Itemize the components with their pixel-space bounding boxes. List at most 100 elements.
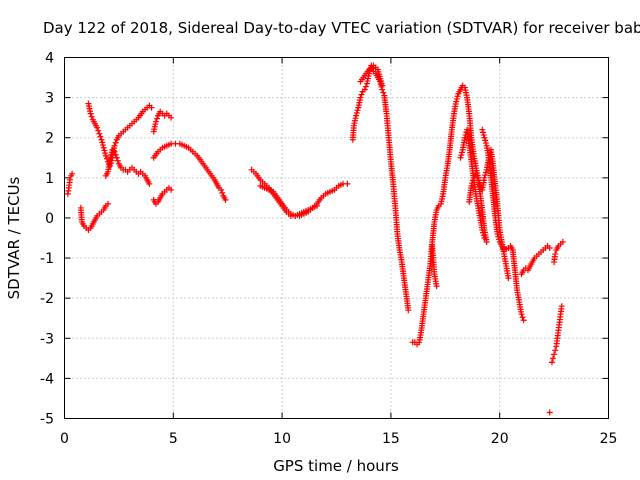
- data-point: [483, 239, 490, 246]
- data-point: [153, 115, 160, 122]
- data-point: [481, 235, 488, 241]
- y-tick-label: 3: [45, 91, 54, 107]
- data-point: [433, 283, 440, 290]
- data-point: [505, 275, 512, 282]
- data-point: [102, 152, 109, 159]
- data-point: [94, 124, 101, 131]
- axis-ticks: [64, 57, 609, 419]
- data-point: [369, 65, 376, 72]
- data-point: [518, 311, 525, 318]
- data-point: [361, 86, 368, 93]
- y-tick-label: -5: [40, 412, 54, 428]
- data-point: [101, 147, 108, 154]
- x-tick-label: 15: [382, 431, 400, 447]
- data-point: [111, 142, 118, 149]
- data-point: [88, 113, 95, 120]
- data-point: [461, 134, 468, 141]
- data-point: [495, 233, 502, 240]
- data-point: [482, 137, 489, 144]
- data-point: [219, 189, 226, 196]
- data-point: [100, 144, 107, 151]
- chart-title: Day 122 of 2018, Sidereal Day-to-day VTE…: [43, 19, 640, 37]
- y-tick-label: 4: [45, 51, 54, 67]
- data-point: [112, 151, 119, 158]
- data-point: [354, 107, 361, 114]
- tick-labels: 0 5 10 15 20 25 -5 -4 -3 -2 -1 0 1 2 3 4: [40, 51, 617, 448]
- data-point: [111, 148, 118, 155]
- y-tick-label: -4: [40, 371, 54, 387]
- data-point: [99, 139, 106, 146]
- data-point: [69, 170, 76, 177]
- data-point: [454, 93, 461, 100]
- data-point: [479, 226, 486, 233]
- x-tick-label: 0: [60, 431, 69, 447]
- data-point: [168, 114, 175, 121]
- x-tick-label: 10: [273, 431, 291, 447]
- data-point: [457, 154, 464, 161]
- data-point: [146, 180, 153, 187]
- y-tick-label: -2: [40, 291, 54, 307]
- x-tick-label: 5: [169, 431, 178, 447]
- data-point: [148, 104, 155, 111]
- x-tick-label: 20: [491, 431, 509, 447]
- data-point: [520, 317, 527, 324]
- data-point: [344, 180, 351, 187]
- data-point: [358, 91, 365, 98]
- data-point: [482, 172, 489, 179]
- y-tick-label: 0: [45, 211, 54, 227]
- data-point: [495, 236, 502, 243]
- data-point: [551, 351, 558, 358]
- data-point: [380, 89, 387, 96]
- y-tick-label: 1: [45, 171, 54, 187]
- plot-frame: [64, 57, 609, 419]
- data-point: [113, 154, 120, 161]
- data-point: [481, 174, 488, 181]
- data-point: [482, 140, 489, 147]
- data-point: [353, 112, 360, 119]
- data-point: [475, 177, 482, 184]
- data-point: [480, 232, 487, 239]
- data-point: [379, 82, 386, 89]
- x-tick-label: 25: [600, 431, 618, 447]
- y-axis-label: SDTVAR / TECUs: [5, 176, 23, 299]
- data-point: [546, 245, 553, 252]
- data-point: [559, 239, 566, 246]
- data-point: [494, 230, 501, 237]
- x-axis-label: GPS time / hours: [273, 457, 399, 475]
- data-point: [480, 132, 487, 139]
- data-point: [546, 409, 553, 416]
- y-tick-label: 2: [45, 131, 54, 147]
- data-point: [558, 303, 565, 310]
- data-point: [87, 110, 94, 117]
- grid-lines: [64, 57, 609, 419]
- data-point: [98, 136, 105, 143]
- data-point: [480, 229, 487, 236]
- data-point: [479, 126, 486, 133]
- data-point: [95, 127, 102, 134]
- data-point: [458, 149, 465, 156]
- data-point: [105, 200, 112, 207]
- data-point: [99, 142, 106, 149]
- data-point: [468, 182, 475, 189]
- data-point: [222, 196, 229, 203]
- data-point: [218, 186, 225, 193]
- data-point: [480, 129, 487, 136]
- data-point: [548, 359, 555, 366]
- data-point: [96, 130, 103, 137]
- data-point: [552, 347, 559, 354]
- data-point: [550, 355, 557, 362]
- data-point: [552, 251, 559, 258]
- data-point: [469, 180, 476, 187]
- y-tick-label: -1: [40, 251, 54, 267]
- data-point: [353, 109, 360, 116]
- data-point: [458, 152, 465, 159]
- data-point: [152, 118, 159, 125]
- data-point: [519, 314, 526, 321]
- data-point: [469, 177, 476, 184]
- data-point: [482, 169, 489, 176]
- data-point: [114, 157, 121, 164]
- data-point: [66, 176, 73, 183]
- data-point: [474, 174, 481, 181]
